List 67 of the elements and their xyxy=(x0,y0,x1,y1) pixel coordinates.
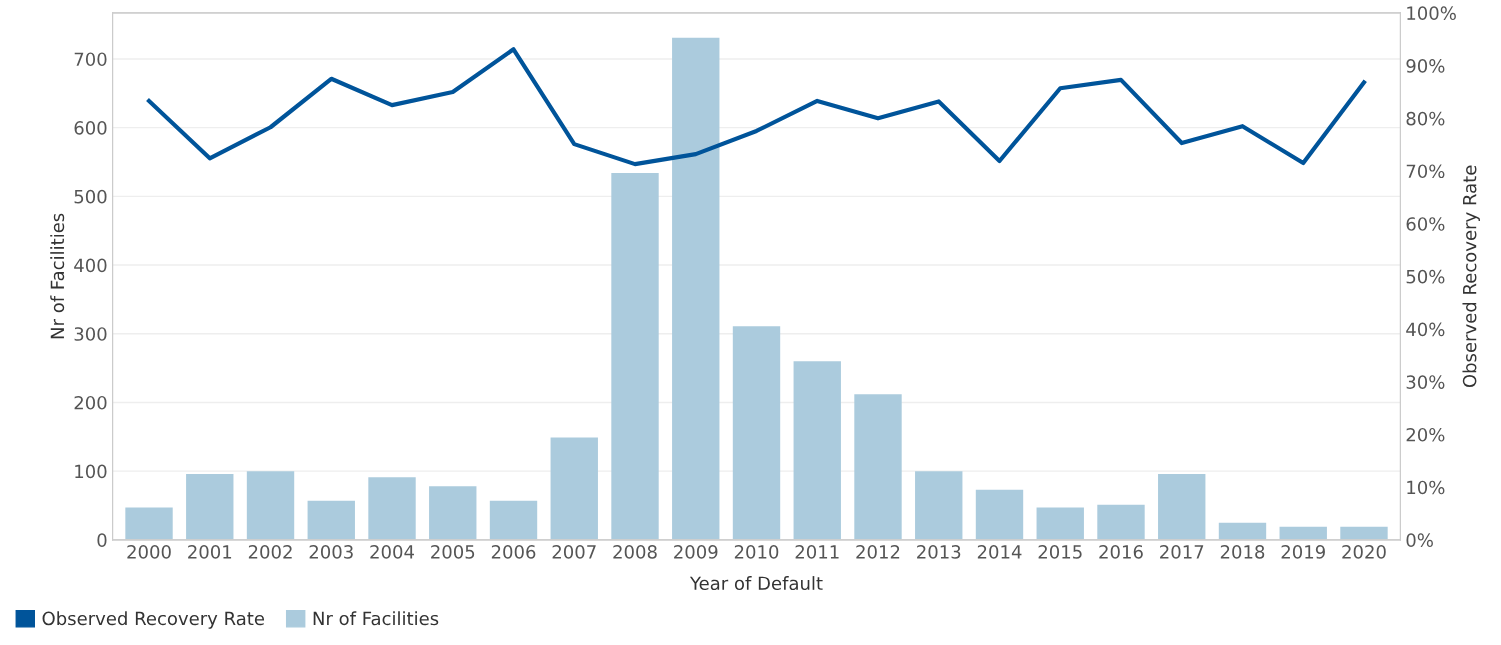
bar xyxy=(1097,504,1145,540)
bar xyxy=(793,361,841,540)
x-tick-label: 2006 xyxy=(491,545,536,559)
y2-tick-label: 30% xyxy=(1406,375,1445,389)
x-tick-label: 2009 xyxy=(674,545,718,559)
legend-label: Observed Recovery Rate xyxy=(42,611,265,629)
bar xyxy=(1158,473,1206,540)
x-tick-label: 2003 xyxy=(309,545,353,559)
y2-tick-label: 90% xyxy=(1406,59,1445,73)
bar xyxy=(915,471,963,540)
bar xyxy=(611,172,659,540)
line-series xyxy=(146,47,1367,167)
y-axis-title: Nr of Facilities xyxy=(50,213,65,339)
bar xyxy=(1218,522,1267,540)
y2-tick-label: 0% xyxy=(1406,533,1433,547)
x-tick-label: 2001 xyxy=(188,545,232,559)
x-tick-label: 2002 xyxy=(248,545,292,559)
bar xyxy=(975,489,1024,540)
bar xyxy=(854,394,902,540)
bar xyxy=(732,326,781,540)
y-tick-label: 600 xyxy=(74,121,107,135)
y-tick-label: 0 xyxy=(97,533,107,547)
y2-tick-label: 100% xyxy=(1407,6,1456,21)
x-tick-label: 2000 xyxy=(127,545,171,559)
bar xyxy=(125,507,173,540)
x-tick-label: 2016 xyxy=(1099,545,1143,559)
bar xyxy=(489,500,538,540)
y-tick-label: 500 xyxy=(74,189,107,204)
x-tick-label: 2008 xyxy=(613,545,657,559)
x-tick-label: 2015 xyxy=(1038,545,1082,559)
y2-tick-label: 80% xyxy=(1406,111,1445,126)
bar xyxy=(429,486,477,540)
y2-tick-label: 10% xyxy=(1407,480,1445,495)
x-tick-label: 2013 xyxy=(917,545,961,559)
x-tick-label: 2020 xyxy=(1342,545,1386,559)
y2-axis-title: Observed Recovery Rate xyxy=(1462,165,1480,388)
x-tick-label: 2010 xyxy=(734,545,779,559)
x-axis-title: Year of Default xyxy=(689,576,823,591)
bar xyxy=(550,437,598,540)
bar xyxy=(186,473,234,540)
x-tick-label: 2018 xyxy=(1220,545,1265,559)
y-tick-label: 200 xyxy=(74,395,107,410)
bar xyxy=(1036,507,1084,540)
x-tick-label: 2017 xyxy=(1160,545,1204,559)
x-tick-label: 2019 xyxy=(1281,545,1325,559)
y2-tick-label: 20% xyxy=(1406,427,1445,442)
y2-tick-label: 60% xyxy=(1406,217,1445,231)
y2-tick-label: 40% xyxy=(1406,322,1445,337)
y-tick-label: 100 xyxy=(75,464,107,479)
bar xyxy=(1340,526,1388,540)
legend-label: Nr of Facilities xyxy=(313,611,439,626)
bar xyxy=(368,477,416,540)
y2-tick-label: 70% xyxy=(1406,164,1445,179)
x-tick-label: 2004 xyxy=(370,545,414,559)
bar xyxy=(1279,526,1327,540)
y-tick-label: 300 xyxy=(74,327,107,341)
y2-tick-label: 50% xyxy=(1406,269,1445,284)
x-tick-label: 2014 xyxy=(977,545,1022,559)
x-tick-label: 2012 xyxy=(856,545,900,559)
y-tick-label: 400 xyxy=(74,258,107,273)
x-tick-label: 2005 xyxy=(431,545,475,559)
bar xyxy=(246,471,295,540)
x-tick-label: 2011 xyxy=(795,545,839,559)
bar xyxy=(672,37,720,540)
bar xyxy=(307,500,355,540)
x-tick-label: 2007 xyxy=(552,545,596,559)
y-tick-label: 700 xyxy=(74,52,107,67)
